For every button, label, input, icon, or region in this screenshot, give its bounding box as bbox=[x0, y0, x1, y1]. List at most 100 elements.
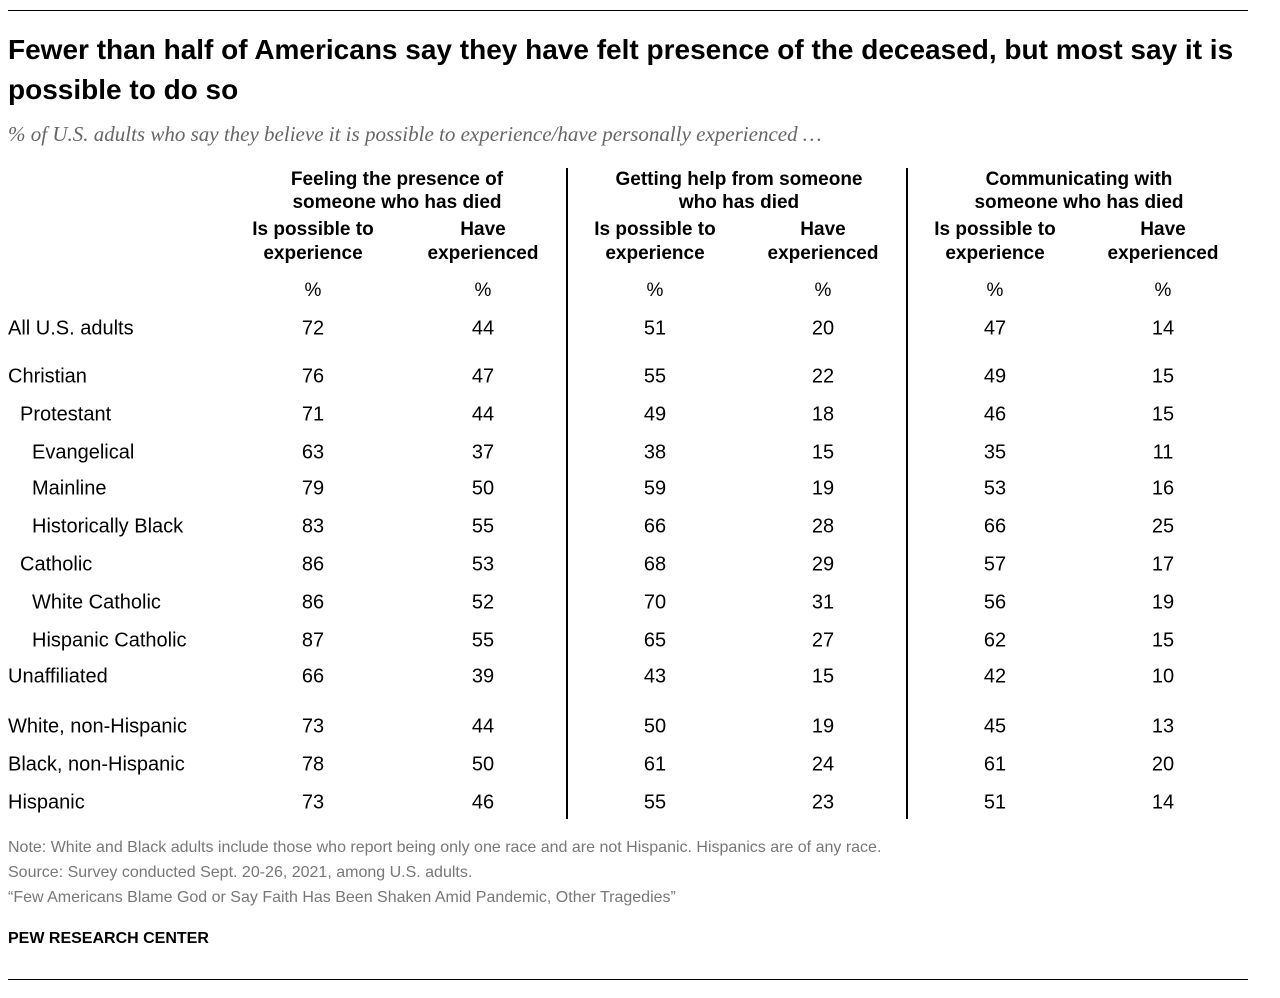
cell-value: 55 bbox=[643, 791, 667, 814]
column-header: Is possible to experience bbox=[252, 219, 374, 264]
cell-value: 72 bbox=[301, 317, 325, 340]
cell-value: 68 bbox=[643, 553, 667, 576]
row-label: Christian bbox=[8, 365, 87, 388]
cell-value: 50 bbox=[471, 477, 495, 500]
row-label: Evangelical bbox=[32, 441, 135, 464]
cell-value: 56 bbox=[983, 591, 1007, 614]
row-label: Unaffiliated bbox=[8, 665, 108, 688]
cell-value: 15 bbox=[1151, 403, 1175, 426]
cell-value: 35 bbox=[983, 441, 1007, 464]
cell-value: 66 bbox=[643, 515, 667, 538]
cell-value: 44 bbox=[471, 403, 495, 426]
source: Source: Survey conducted Sept. 20-26, 20… bbox=[8, 864, 473, 881]
row-label: Catholic bbox=[20, 553, 93, 576]
cell-value: 31 bbox=[811, 591, 835, 614]
note: Note: White and Black adults include tho… bbox=[8, 839, 882, 856]
cell-value: 78 bbox=[301, 753, 325, 776]
cell-value: 73 bbox=[301, 715, 325, 738]
cell-value: 11 bbox=[1152, 441, 1174, 464]
cell-value: 86 bbox=[301, 553, 325, 576]
row-label: Hispanic Catholic bbox=[32, 629, 187, 652]
cell-value: 52 bbox=[471, 591, 495, 614]
cell-value: 63 bbox=[301, 441, 325, 464]
title: Fewer than half of Americans say they ha… bbox=[8, 34, 1234, 105]
cell-value: 37 bbox=[471, 441, 495, 464]
cell-value: 50 bbox=[643, 715, 667, 738]
cell-value: 55 bbox=[643, 365, 667, 388]
cell-value: 46 bbox=[471, 791, 495, 814]
cell-value: 71 bbox=[301, 403, 325, 426]
row-label: Historically Black bbox=[32, 515, 184, 538]
cell-value: 66 bbox=[983, 515, 1007, 538]
cell-value: 87 bbox=[301, 629, 325, 652]
cell-value: 15 bbox=[811, 441, 835, 464]
cell-value: 86 bbox=[301, 591, 325, 614]
cell-value: 14 bbox=[1151, 791, 1175, 814]
row-label: Protestant bbox=[20, 403, 112, 426]
cell-value: 79 bbox=[301, 477, 325, 500]
group-header: Feeling the presence of someone who has … bbox=[290, 169, 504, 213]
cell-value: 55 bbox=[471, 515, 495, 538]
cell-value: 25 bbox=[1151, 515, 1175, 538]
cell-value: 15 bbox=[1151, 365, 1175, 388]
cell-value: 14 bbox=[1151, 317, 1175, 340]
group-header: Communicating with someone who has died bbox=[974, 169, 1184, 213]
cell-value: 61 bbox=[983, 753, 1007, 776]
cell-value: 66 bbox=[301, 665, 325, 688]
cell-value: 23 bbox=[811, 791, 835, 814]
cell-value: 13 bbox=[1151, 715, 1175, 738]
group-header: Getting help from someone who has died bbox=[615, 169, 863, 213]
column-header: Have experienced bbox=[767, 219, 879, 264]
cell-value: 17 bbox=[1151, 553, 1175, 576]
cell-value: 16 bbox=[1151, 477, 1175, 500]
column-header: Is possible to experience bbox=[594, 219, 716, 264]
cell-value: 43 bbox=[643, 665, 667, 688]
cell-value: 20 bbox=[1151, 753, 1175, 776]
cell-value: 51 bbox=[643, 317, 667, 340]
cell-value: 20 bbox=[811, 317, 835, 340]
cell-value: 83 bbox=[301, 515, 325, 538]
unit-label: % bbox=[986, 280, 1004, 301]
row-label: Mainline bbox=[32, 477, 107, 500]
unit-label: % bbox=[474, 280, 492, 301]
column-header: Is possible to experience bbox=[934, 219, 1056, 264]
cell-value: 29 bbox=[811, 553, 835, 576]
cell-value: 53 bbox=[983, 477, 1007, 500]
cell-value: 76 bbox=[301, 365, 325, 388]
cell-value: 45 bbox=[983, 715, 1007, 738]
cell-value: 50 bbox=[471, 753, 495, 776]
cell-value: 47 bbox=[983, 317, 1007, 340]
column-separator bbox=[566, 168, 568, 819]
cell-value: 24 bbox=[811, 753, 835, 776]
cell-value: 10 bbox=[1151, 665, 1175, 688]
cell-value: 22 bbox=[811, 365, 835, 388]
cell-value: 15 bbox=[811, 665, 835, 688]
cell-value: 55 bbox=[471, 629, 495, 652]
cell-value: 15 bbox=[1151, 629, 1175, 652]
unit-label: % bbox=[646, 280, 664, 301]
cell-value: 73 bbox=[301, 791, 325, 814]
cell-value: 39 bbox=[471, 665, 495, 688]
cell-value: 59 bbox=[643, 477, 667, 500]
cell-value: 18 bbox=[811, 403, 835, 426]
row-label: All U.S. adults bbox=[8, 317, 134, 340]
cell-value: 19 bbox=[1151, 591, 1175, 614]
cell-value: 53 bbox=[471, 553, 495, 576]
cell-value: 28 bbox=[811, 515, 835, 538]
cell-value: 47 bbox=[471, 365, 495, 388]
cell-value: 19 bbox=[811, 477, 835, 500]
cell-value: 61 bbox=[643, 753, 667, 776]
report-title: “Few Americans Blame God or Say Faith Ha… bbox=[8, 889, 676, 906]
cell-value: 49 bbox=[643, 403, 667, 426]
cell-value: 51 bbox=[983, 791, 1007, 814]
cell-value: 62 bbox=[983, 629, 1007, 652]
cell-value: 65 bbox=[643, 629, 667, 652]
unit-label: % bbox=[1154, 280, 1172, 301]
column-header: Have experienced bbox=[1107, 219, 1219, 264]
cell-value: 57 bbox=[983, 553, 1007, 576]
brand: PEW RESEARCH CENTER bbox=[8, 930, 209, 947]
subtitle: % of U.S. adults who say they believe it… bbox=[8, 122, 822, 146]
row-label: White Catholic bbox=[32, 591, 161, 614]
top-rule bbox=[8, 10, 1248, 11]
